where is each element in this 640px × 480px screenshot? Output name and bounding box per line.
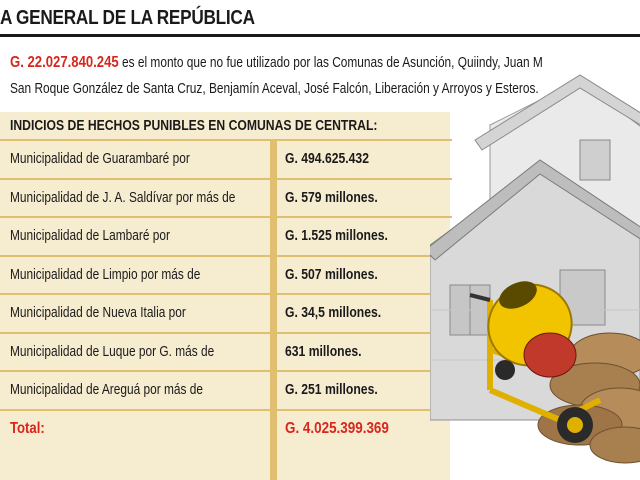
table-row-value: G. 494.625.432: [285, 151, 369, 168]
row-divider: [0, 177, 452, 180]
row-divider: [0, 331, 452, 334]
total-label: Total:: [10, 419, 45, 437]
table-row-value: G. 1.525 millones.: [285, 228, 388, 245]
total-value: G. 4.025.399.369: [285, 419, 389, 437]
table-row-value: G. 579 millones.: [285, 189, 378, 206]
cement-mixer-icon: [469, 281, 602, 443]
data-table-panel: [0, 112, 450, 480]
table-row-value: G. 507 millones.: [285, 266, 378, 283]
row-divider: [0, 139, 452, 141]
table-row-label: Municipalidad de Luque por G. más de: [10, 343, 215, 360]
page-title: A GENERAL DE LA REPÚBLICA: [0, 7, 255, 29]
column-divider: [270, 139, 277, 480]
table-row-label: Municipalidad de J. A. Saldívar por más …: [10, 189, 236, 206]
construction-illustration: [430, 74, 640, 464]
row-divider: [0, 370, 452, 372]
intro-line-1-text: es el monto que no fue utilizado por las…: [118, 55, 543, 71]
table-row-label: Municipalidad de Nueva Italia por: [10, 305, 186, 322]
table-row-value: G. 251 millones.: [285, 382, 378, 399]
table-row-value: G. 34,5 millones.: [285, 305, 382, 322]
row-divider: [0, 254, 452, 257]
intro-line-2: San Roque González de Santa Cruz, Benjam…: [10, 81, 539, 97]
header-strip: [0, 0, 640, 36]
table-row-label: Municipalidad de Limpio por más de: [10, 266, 201, 283]
table-row-label: Municipalidad de Lambaré por: [10, 228, 170, 245]
table-row-label: Municipalidad de Guarambaré por: [10, 151, 190, 168]
intro-line-1: G. 22.027.840.245 es el monto que no fue…: [10, 50, 568, 76]
row-divider: [0, 408, 452, 411]
table-row-label: Municipalidad de Areguá por más de: [10, 382, 204, 399]
table-row-value: 631 millones.: [285, 343, 362, 360]
row-divider: [0, 293, 452, 295]
intro-amount: G. 22.027.840.245: [10, 54, 119, 71]
intro-paragraph: G. 22.027.840.245 es el monto que no fue…: [10, 50, 568, 102]
table-title: INDICIOS DE HECHOS PUNIBLES EN COMUNAS D…: [10, 118, 378, 134]
header-divider: [0, 34, 640, 37]
row-divider: [0, 216, 452, 218]
